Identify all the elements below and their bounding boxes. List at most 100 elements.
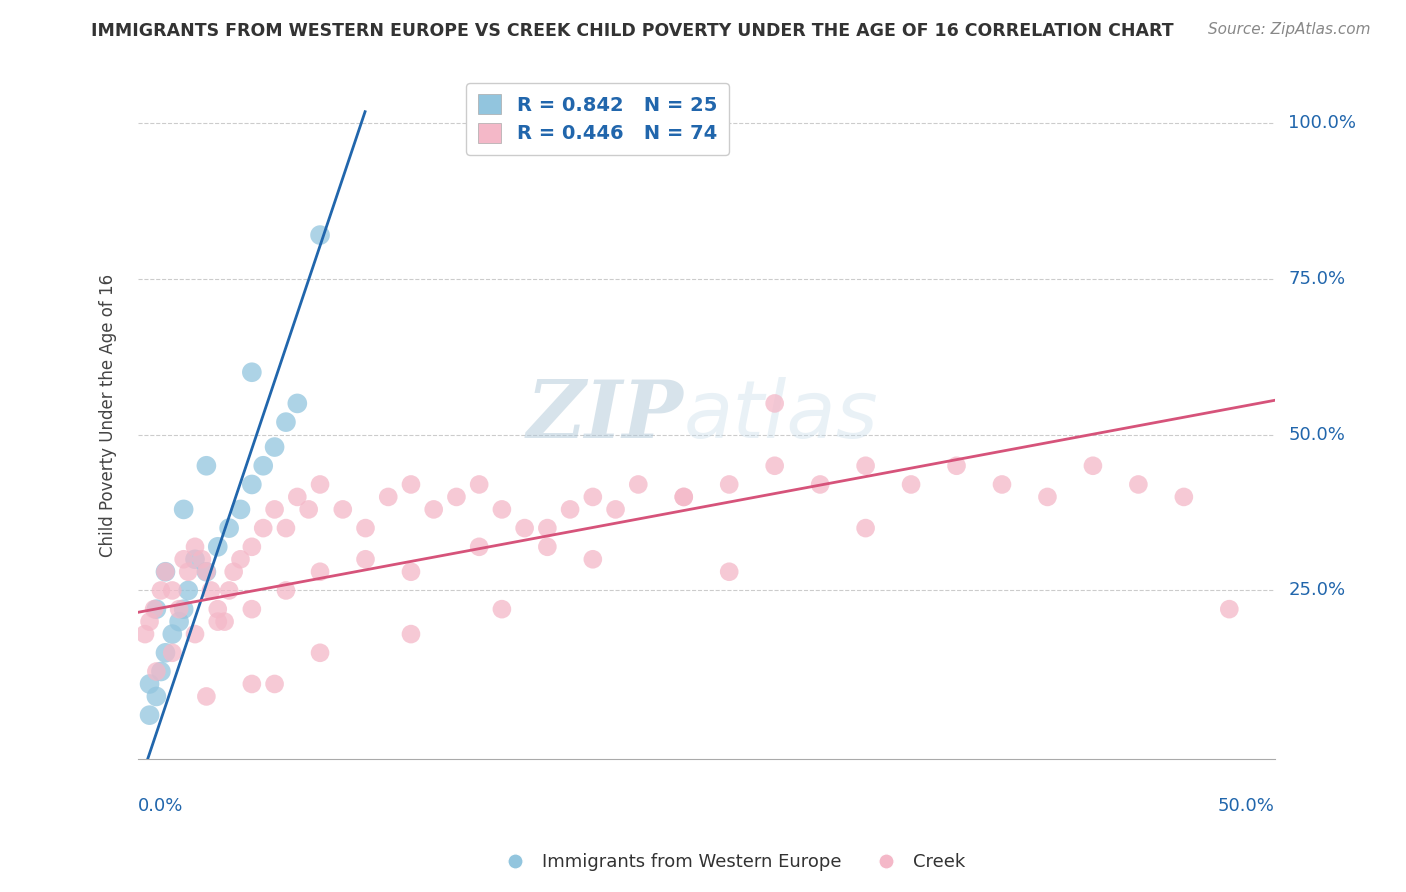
Point <box>263 502 285 516</box>
Point <box>155 565 177 579</box>
Point <box>332 502 354 516</box>
Text: 100.0%: 100.0% <box>1288 114 1357 132</box>
Point <box>718 477 741 491</box>
Point <box>240 365 263 379</box>
Point <box>582 552 605 566</box>
Text: 0.0%: 0.0% <box>138 797 184 814</box>
Point <box>218 583 240 598</box>
Point <box>240 602 263 616</box>
Point <box>173 502 195 516</box>
Point <box>173 552 195 566</box>
Point <box>1081 458 1104 473</box>
Point <box>138 708 160 723</box>
Point <box>672 490 695 504</box>
Point <box>184 540 207 554</box>
Point <box>446 490 468 504</box>
Point <box>558 502 581 516</box>
Point <box>354 552 377 566</box>
Point <box>274 521 297 535</box>
Point <box>513 521 536 535</box>
Point <box>134 627 156 641</box>
Point <box>1036 490 1059 504</box>
Point <box>184 552 207 566</box>
Point <box>218 521 240 535</box>
Point <box>173 602 195 616</box>
Text: Source: ZipAtlas.com: Source: ZipAtlas.com <box>1208 22 1371 37</box>
Point <box>808 477 831 491</box>
Point <box>177 583 200 598</box>
Point <box>167 615 190 629</box>
Point <box>138 677 160 691</box>
Point <box>1173 490 1195 504</box>
Y-axis label: Child Poverty Under the Age of 16: Child Poverty Under the Age of 16 <box>100 275 117 558</box>
Point <box>200 583 222 598</box>
Point <box>229 552 252 566</box>
Point <box>285 396 308 410</box>
Point <box>605 502 627 516</box>
Point <box>155 646 177 660</box>
Text: 50.0%: 50.0% <box>1288 425 1346 443</box>
Point <box>1128 477 1150 491</box>
Point <box>298 502 321 516</box>
Point <box>240 477 263 491</box>
Point <box>195 690 218 704</box>
Point <box>468 477 491 491</box>
Point <box>240 540 263 554</box>
Point <box>167 602 190 616</box>
Point <box>422 502 444 516</box>
Point <box>672 490 695 504</box>
Point <box>945 458 967 473</box>
Point <box>222 565 245 579</box>
Text: atlas: atlas <box>683 377 879 455</box>
Point <box>491 602 513 616</box>
Point <box>143 602 166 616</box>
Point <box>207 615 229 629</box>
Point <box>763 458 786 473</box>
Point <box>536 521 558 535</box>
Point <box>309 646 332 660</box>
Point <box>536 540 558 554</box>
Point <box>399 477 422 491</box>
Text: 50.0%: 50.0% <box>1218 797 1275 814</box>
Point <box>184 627 207 641</box>
Point <box>240 677 263 691</box>
Point <box>263 440 285 454</box>
Text: ZIP: ZIP <box>527 377 683 455</box>
Point <box>229 502 252 516</box>
Point <box>285 490 308 504</box>
Point <box>855 521 877 535</box>
Point <box>274 415 297 429</box>
Legend: R = 0.842   N = 25, R = 0.446   N = 74: R = 0.842 N = 25, R = 0.446 N = 74 <box>467 83 728 155</box>
Point <box>491 502 513 516</box>
Point <box>207 602 229 616</box>
Point <box>900 477 922 491</box>
Point <box>377 490 399 504</box>
Point <box>207 540 229 554</box>
Point <box>162 583 184 598</box>
Point <box>309 477 332 491</box>
Point <box>145 665 167 679</box>
Point <box>177 565 200 579</box>
Point <box>145 690 167 704</box>
Point <box>145 602 167 616</box>
Legend: Immigrants from Western Europe, Creek: Immigrants from Western Europe, Creek <box>489 847 973 879</box>
Point <box>214 615 236 629</box>
Point <box>399 627 422 641</box>
Text: IMMIGRANTS FROM WESTERN EUROPE VS CREEK CHILD POVERTY UNDER THE AGE OF 16 CORREL: IMMIGRANTS FROM WESTERN EUROPE VS CREEK … <box>91 22 1174 40</box>
Point <box>149 583 172 598</box>
Point <box>718 565 741 579</box>
Point <box>162 646 184 660</box>
Text: 25.0%: 25.0% <box>1288 582 1346 599</box>
Point <box>309 228 332 243</box>
Point <box>263 677 285 691</box>
Point <box>149 665 172 679</box>
Point <box>763 396 786 410</box>
Point <box>191 552 214 566</box>
Point <box>354 521 377 535</box>
Point <box>991 477 1014 491</box>
Point <box>309 565 332 579</box>
Point <box>274 583 297 598</box>
Point <box>195 458 218 473</box>
Point <box>855 458 877 473</box>
Point <box>252 458 274 473</box>
